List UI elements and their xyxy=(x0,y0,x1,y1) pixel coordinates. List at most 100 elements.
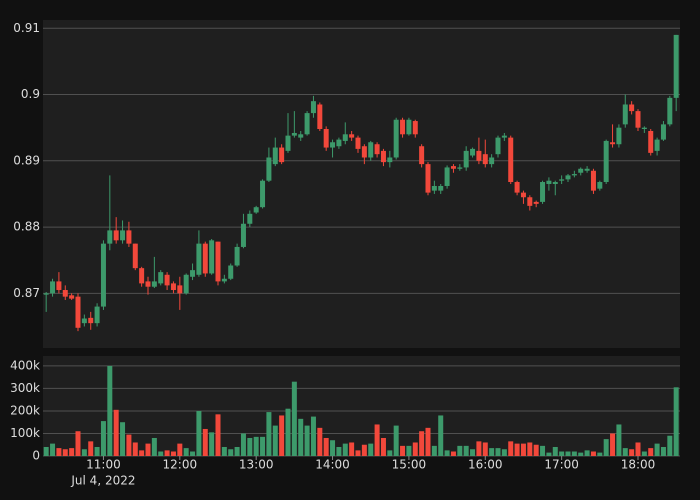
candle-body xyxy=(209,240,215,274)
volume-bar xyxy=(266,412,272,456)
volume-bar xyxy=(457,445,463,456)
volume-bar xyxy=(495,448,501,456)
volume-bar xyxy=(641,451,647,456)
volume-bar xyxy=(228,449,234,456)
volume-bar xyxy=(139,450,145,456)
volume-bar xyxy=(514,443,520,456)
candle-body xyxy=(81,318,87,324)
volume-bar xyxy=(43,446,49,456)
volume-bar xyxy=(317,427,323,456)
candle-body xyxy=(552,182,558,184)
volume-bar xyxy=(419,431,425,456)
candle-body xyxy=(310,101,316,114)
candle-body xyxy=(279,147,285,163)
candle-body xyxy=(349,134,355,138)
candle-body xyxy=(584,168,590,171)
candle-body xyxy=(654,139,660,151)
candle-body xyxy=(597,182,603,189)
volume-bar xyxy=(578,452,584,456)
candle-body xyxy=(648,130,654,153)
volume-bar xyxy=(584,450,590,456)
candle-body xyxy=(253,207,259,213)
candle-body xyxy=(317,104,323,130)
volume-bar xyxy=(151,437,157,456)
candle-body xyxy=(590,170,596,191)
candle-body xyxy=(215,241,221,282)
volume-bar xyxy=(520,443,526,456)
candle-body xyxy=(298,134,304,138)
volume-bar xyxy=(62,449,68,456)
volume-bar xyxy=(400,445,406,456)
volume-panel xyxy=(43,356,680,456)
candle-body xyxy=(393,119,399,158)
volume-bar xyxy=(56,448,62,456)
candle-body xyxy=(260,180,266,208)
candle-body xyxy=(565,175,571,180)
volume-bar xyxy=(590,451,596,456)
volume-bar xyxy=(654,443,660,456)
y-tick-label: 0.91 xyxy=(13,21,40,35)
candle-body xyxy=(412,121,418,135)
volume-bar xyxy=(158,451,164,456)
candle-body xyxy=(476,150,482,161)
volume-bar xyxy=(209,432,215,456)
candle-body xyxy=(635,111,641,128)
x-tick-label: 11:00 xyxy=(86,458,121,472)
volume-bar xyxy=(304,425,310,456)
volume-bar xyxy=(629,449,635,456)
candle-body xyxy=(571,174,577,176)
candle-body xyxy=(419,146,425,165)
volume-bar xyxy=(622,448,628,456)
volume-bar xyxy=(234,446,240,456)
x-tick-label: 17:00 xyxy=(544,458,579,472)
candle-body xyxy=(272,147,278,165)
volume-bar xyxy=(75,431,81,456)
candle-body xyxy=(616,127,622,145)
candle-body xyxy=(291,132,297,136)
volume-bar xyxy=(132,442,138,456)
volume-bar xyxy=(406,445,412,456)
candle-body xyxy=(234,246,240,266)
volume-bar xyxy=(170,451,176,456)
volume-bar xyxy=(361,444,367,456)
volume-bar xyxy=(431,445,437,456)
volume-bar xyxy=(107,365,113,456)
volume-bar xyxy=(285,408,291,456)
price-panel xyxy=(43,20,680,348)
candle-body xyxy=(240,223,246,247)
volume-bar xyxy=(330,440,336,456)
x-date-label: Jul 4, 2022 xyxy=(70,474,135,488)
volume-bar xyxy=(444,450,450,456)
volume-bar xyxy=(533,444,539,456)
candle-body xyxy=(304,113,310,135)
volume-bar xyxy=(450,451,456,456)
candle-body xyxy=(368,142,374,158)
volume-bar xyxy=(438,415,444,456)
candle-body xyxy=(501,135,507,138)
candle-body xyxy=(158,272,164,284)
candle-body xyxy=(470,148,476,156)
candle-body xyxy=(431,185,437,191)
candle-body xyxy=(202,243,208,274)
y-tick-label: 400k xyxy=(10,358,40,372)
candle-body xyxy=(489,157,495,165)
volume-bar xyxy=(501,449,507,456)
candle-body xyxy=(406,119,412,135)
volume-bar xyxy=(565,451,571,456)
candle-body xyxy=(164,274,170,286)
x-tick-label: 16:00 xyxy=(468,458,503,472)
candle-body xyxy=(285,135,291,151)
volume-bar xyxy=(279,415,285,456)
volume-bar xyxy=(190,451,196,456)
candle-body xyxy=(546,180,552,184)
volume-bar xyxy=(368,443,374,456)
candle-body xyxy=(622,104,628,125)
candle-body xyxy=(145,281,151,287)
candle-body xyxy=(540,182,546,202)
candle-body xyxy=(641,127,647,130)
volume-bar xyxy=(247,437,253,456)
volume-bar xyxy=(546,452,552,456)
candle-body xyxy=(177,285,183,294)
candle-body xyxy=(342,134,348,141)
volume-bar xyxy=(272,425,278,456)
